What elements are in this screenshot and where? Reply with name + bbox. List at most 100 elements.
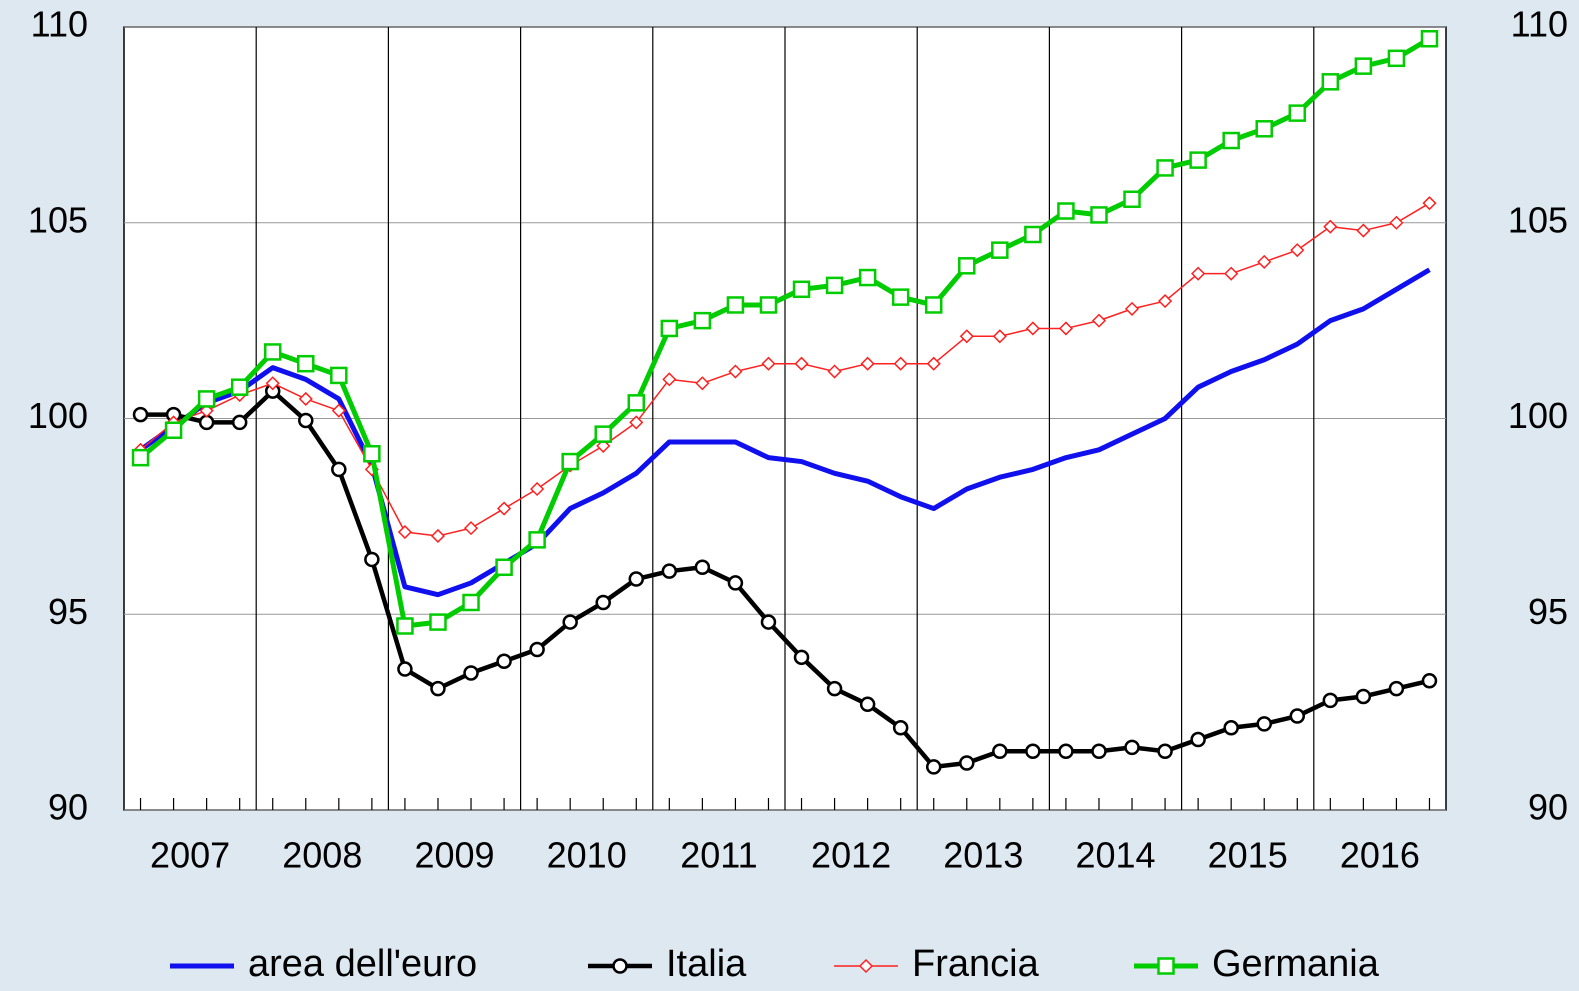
y-tick-label: 110 [31, 4, 88, 45]
y-tick-label: 95 [48, 591, 88, 632]
marker [827, 364, 842, 379]
marker [430, 528, 446, 544]
marker [959, 755, 975, 771]
marker [628, 571, 645, 587]
x-tick-label: 2012 [811, 835, 891, 876]
marker [429, 613, 447, 631]
marker [1222, 131, 1240, 150]
marker [660, 319, 679, 338]
marker [1289, 708, 1306, 724]
marker [826, 680, 843, 697]
legend-label: area dell'euro [248, 943, 477, 985]
marker [924, 296, 943, 314]
marker [1158, 293, 1173, 309]
marker [1091, 743, 1107, 760]
marker [164, 421, 183, 439]
marker [662, 372, 677, 387]
marker [1156, 159, 1174, 177]
y-tick-label: 90 [48, 787, 88, 828]
marker [1389, 215, 1404, 230]
marker [892, 720, 909, 736]
y2-tick-label: 100 [1508, 395, 1568, 436]
x-tick-label: 2013 [943, 835, 1023, 876]
x-tick-label: 2011 [680, 835, 757, 876]
marker [1387, 49, 1406, 68]
marker [1057, 202, 1075, 220]
marker [495, 558, 513, 577]
marker [265, 376, 280, 391]
marker [298, 391, 313, 406]
y2-tick-label: 90 [1528, 787, 1568, 828]
marker [397, 524, 412, 540]
marker [430, 680, 446, 697]
marker [1257, 254, 1272, 269]
marker [629, 415, 644, 430]
series [132, 383, 1438, 775]
marker [1091, 313, 1107, 328]
legend-label: Francia [912, 943, 1040, 985]
marker [1124, 739, 1140, 756]
marker [330, 366, 348, 385]
x-tick-label: 2010 [547, 835, 627, 876]
legend-marker [1157, 957, 1175, 975]
marker [1356, 223, 1371, 238]
marker [496, 653, 512, 669]
marker [1058, 743, 1074, 760]
marker [1190, 731, 1206, 748]
marker [364, 551, 380, 568]
marker [331, 461, 347, 478]
marker [759, 296, 778, 314]
marker [992, 743, 1008, 760]
marker [794, 356, 809, 371]
marker [1323, 219, 1338, 234]
marker [1025, 321, 1040, 336]
series [133, 196, 1437, 544]
marker [958, 257, 976, 275]
x-tick-label: 2015 [1208, 835, 1288, 876]
marker [925, 759, 942, 775]
marker [529, 641, 545, 658]
marker [197, 390, 216, 408]
marker [858, 268, 877, 287]
marker [530, 481, 545, 497]
y2-tick-label: 95 [1528, 591, 1568, 632]
series-line [138, 36, 1431, 629]
marker [792, 280, 811, 299]
marker [727, 575, 744, 591]
marker [926, 356, 941, 371]
legend-item: Italia [588, 943, 747, 985]
legend-marker [858, 958, 874, 974]
marker [594, 425, 612, 443]
series [139, 267, 1431, 598]
series [131, 29, 1439, 635]
legend-item: area dell'euro [170, 943, 477, 985]
marker [528, 531, 546, 549]
marker [131, 448, 150, 467]
marker [1388, 680, 1405, 697]
marker [397, 661, 413, 677]
marker [1124, 301, 1140, 316]
marker [761, 356, 776, 371]
marker [297, 354, 315, 373]
marker [825, 276, 844, 295]
legend-item: Germania [1134, 943, 1380, 985]
marker [992, 329, 1007, 344]
marker [793, 649, 810, 666]
marker [1025, 743, 1041, 760]
marker [991, 241, 1009, 259]
marker [694, 559, 711, 576]
marker [263, 343, 282, 361]
x-tick-label: 2007 [150, 835, 230, 876]
x-tick-label: 2014 [1075, 835, 1155, 876]
y2-tick-label: 110 [1511, 4, 1568, 45]
marker [726, 296, 745, 314]
marker [1355, 688, 1372, 705]
marker [497, 501, 512, 516]
marker [1321, 73, 1340, 91]
y2-tick-label: 105 [1508, 199, 1568, 240]
marker [363, 444, 381, 463]
x-tick-label: 2008 [282, 835, 362, 876]
marker [1422, 196, 1437, 211]
